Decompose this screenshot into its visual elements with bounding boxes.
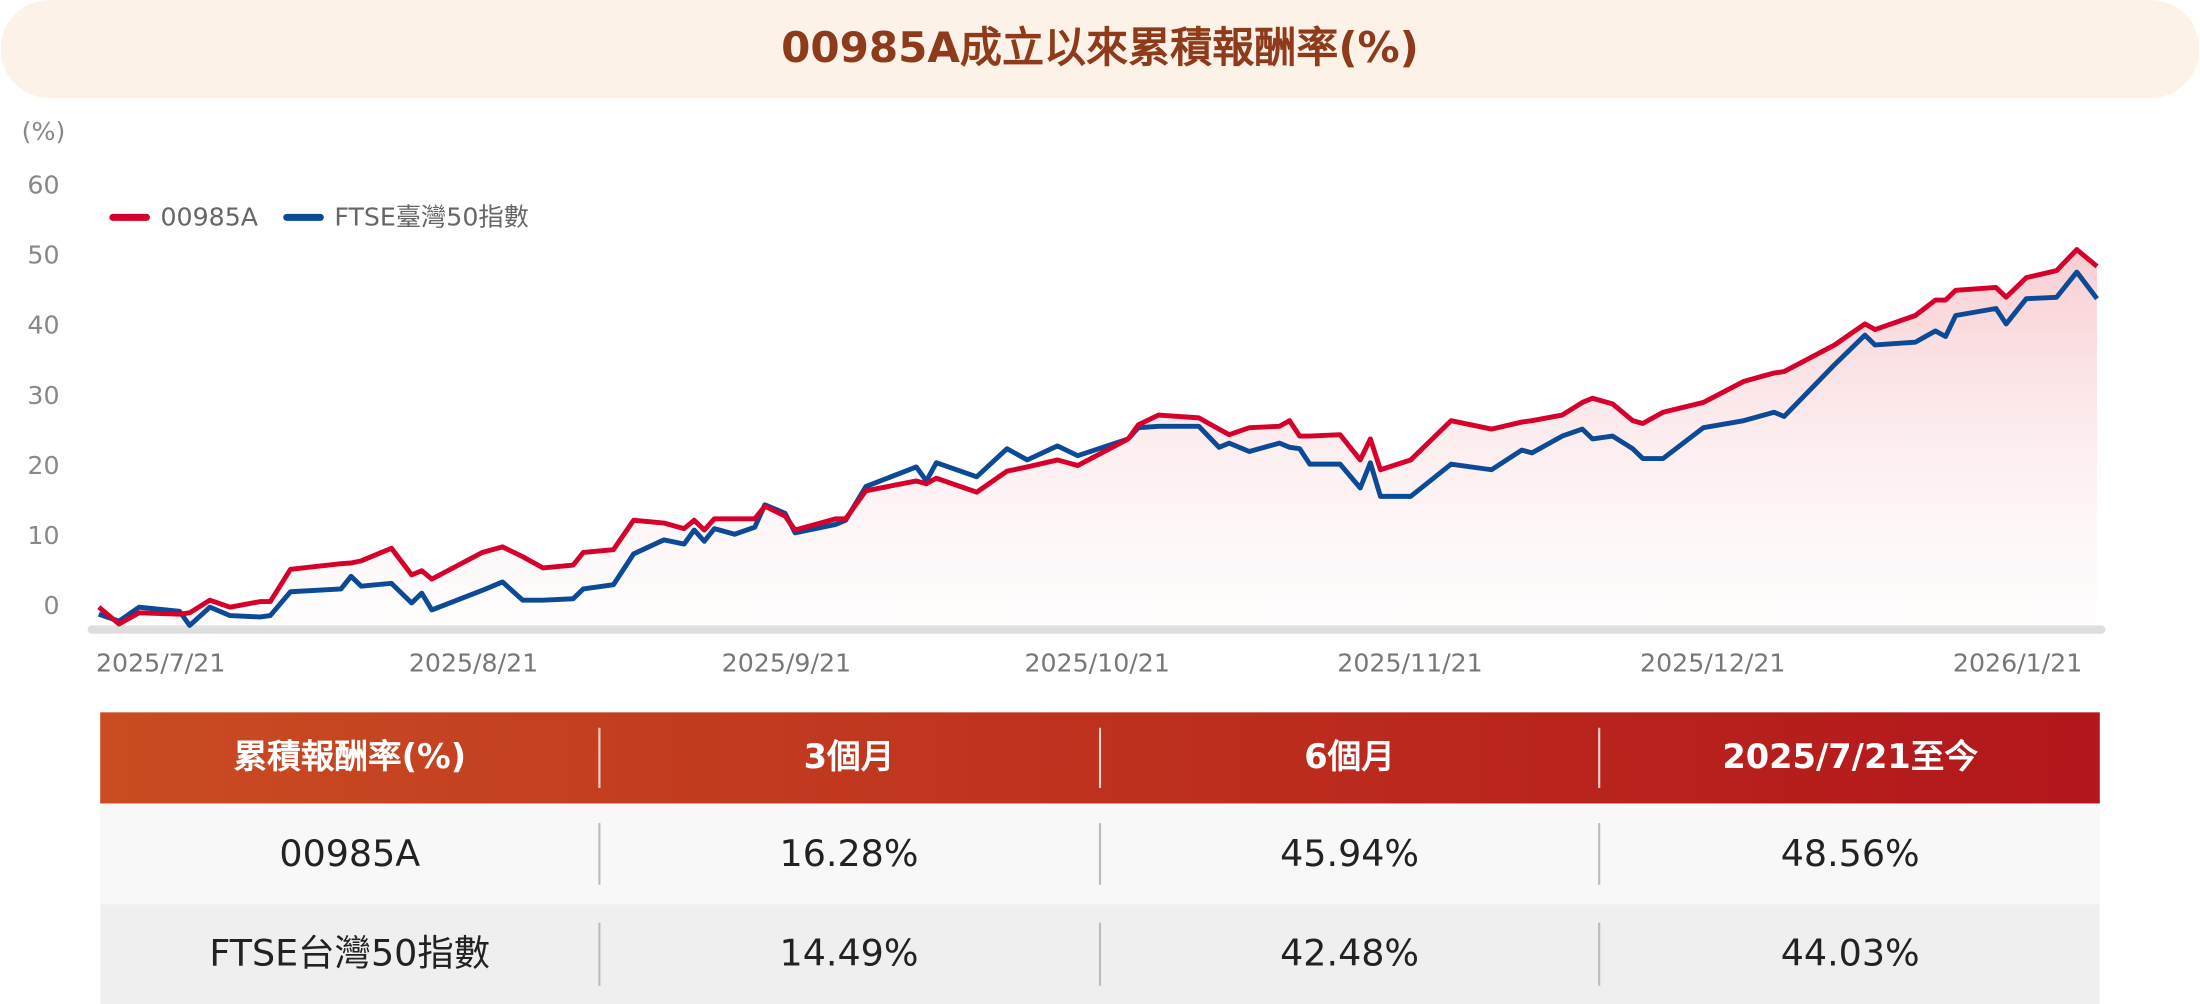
table-header-cell: 3個月 — [804, 737, 895, 776]
series-line — [97, 247, 2099, 627]
table-cell: 00985A — [279, 832, 420, 875]
area — [98, 249, 2097, 629]
x-tick-label: 2025/8/21 — [409, 649, 538, 678]
x-tick-label: 2025/9/21 — [722, 649, 851, 678]
table-header-cell: 6個月 — [1304, 737, 1395, 776]
series-line — [97, 269, 2099, 628]
table-header-cell: 累積報酬率(%) — [233, 737, 466, 776]
y-tick-label: 0 — [43, 591, 59, 620]
table-cell: 14.49% — [780, 931, 919, 974]
legend-label: 00985A — [161, 203, 259, 232]
x-tick-label: 2025/7/21 — [96, 649, 225, 678]
table-header-cell: 2025/7/21至今 — [1722, 737, 1978, 776]
y-axis-label: (%) — [22, 117, 66, 146]
table-cell: 48.56% — [1781, 832, 1920, 875]
y-tick-label: 10 — [27, 521, 59, 550]
y-tick-label: 20 — [27, 451, 59, 480]
table-cell: 42.48% — [1280, 931, 1419, 974]
table-cell: 44.03% — [1781, 931, 1920, 974]
x-tick-label: 2025/11/21 — [1337, 649, 1482, 678]
title-banner — [0, 0, 2200, 99]
y-tick-label: 40 — [27, 311, 59, 340]
table-cell: FTSE台灣50指數 — [209, 931, 490, 974]
x-tick-label: 2025/10/21 — [1024, 649, 1169, 678]
chart-title: 00985A成立以來累積報酬率(%) — [781, 23, 1419, 72]
legend-label: FTSE臺灣50指數 — [334, 203, 529, 232]
x-tick-label: 2025/12/21 — [1640, 649, 1785, 678]
table-cell: 45.94% — [1280, 832, 1419, 875]
x-tick-label: 2026/1/21 — [1953, 649, 2082, 678]
y-tick-label: 50 — [27, 241, 59, 270]
y-tick-label: 60 — [27, 170, 59, 199]
y-tick-label: 30 — [27, 381, 59, 410]
table-cell: 16.28% — [780, 832, 919, 875]
